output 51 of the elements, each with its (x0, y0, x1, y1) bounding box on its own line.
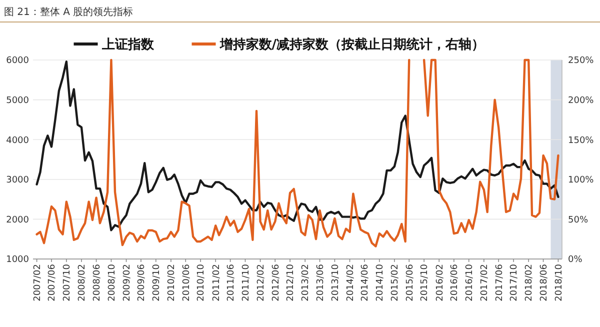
x-tick-label: 2014/02 (346, 264, 356, 302)
x-tick-label: 2011/02 (212, 264, 222, 302)
x-tick-label: 2010/02 (167, 264, 178, 302)
x-tick-label: 2007/06 (48, 264, 58, 302)
x-tick-label: 2014/10 (376, 264, 386, 302)
x-tick-label: 2012/10 (286, 264, 296, 302)
y2-tick-label: 200% (568, 96, 594, 106)
x-tick-label: 2010/10 (196, 264, 207, 302)
x-tick-label: 2013/06 (316, 264, 326, 302)
y-tick-label: 5000 (6, 96, 30, 106)
x-tick-label: 2018/10 (554, 264, 564, 302)
legend-label: 上证指数 (100, 38, 155, 53)
x-tick-label: 2008/10 (107, 264, 118, 302)
x-tick-label: 2008/06 (92, 264, 102, 302)
x-tick-label: 2016/06 (450, 264, 460, 302)
x-tick-label: 2009/10 (152, 264, 162, 302)
y-tick-label: 2000 (6, 215, 30, 226)
x-tick-label: 2007/02 (32, 264, 43, 302)
x-tick-label: 2009/06 (137, 264, 148, 302)
x-tick-label: 2013/10 (330, 264, 341, 302)
x-tick-label: 2016/02 (435, 264, 446, 302)
x-tick-label: 2017/06 (494, 264, 505, 302)
x-tick-label: 2012/02 (256, 264, 266, 302)
x-tick-label: 2011/10 (241, 264, 252, 302)
x-tick-label: 2015/10 (420, 264, 430, 302)
x-tick-label: 2007/10 (62, 264, 73, 302)
x-tick-label: 2017/02 (480, 264, 490, 302)
x-tick-label: 2012/06 (271, 264, 282, 302)
y2-tick-label: 150% (568, 136, 594, 146)
x-tick-label: 2008/02 (78, 264, 88, 302)
y2-tick-label: 0% (568, 255, 583, 266)
x-tick-label: 2015/06 (405, 264, 416, 302)
x-tick-label: 2011/06 (226, 264, 236, 302)
x-tick-label: 2010/06 (182, 264, 192, 302)
x-tick-label: 2017/10 (510, 264, 520, 302)
x-tick-label: 2014/06 (360, 264, 371, 302)
x-tick-label: 2018/06 (539, 264, 550, 302)
y-tick-label: 1000 (6, 255, 30, 266)
x-tick-label: 2013/02 (301, 264, 312, 302)
chart-title: 图 21：整体 A 股的领先指标 (4, 6, 134, 18)
x-tick-label: 2015/02 (390, 264, 401, 302)
y2-tick-label: 100% (568, 176, 594, 186)
x-tick-label: 2018/02 (524, 264, 535, 302)
y2-tick-label: 250% (568, 56, 594, 66)
y2-tick-label: 50% (568, 215, 588, 226)
y-tick-label: 4000 (6, 136, 30, 146)
y-tick-label: 6000 (6, 56, 30, 66)
legend-label: 增持家数/减持家数（按截止日期统计，右轴） (218, 36, 484, 53)
y-tick-label: 3000 (6, 176, 30, 186)
x-tick-label: 2009/02 (122, 264, 132, 302)
x-tick-label: 2016/10 (465, 264, 476, 302)
